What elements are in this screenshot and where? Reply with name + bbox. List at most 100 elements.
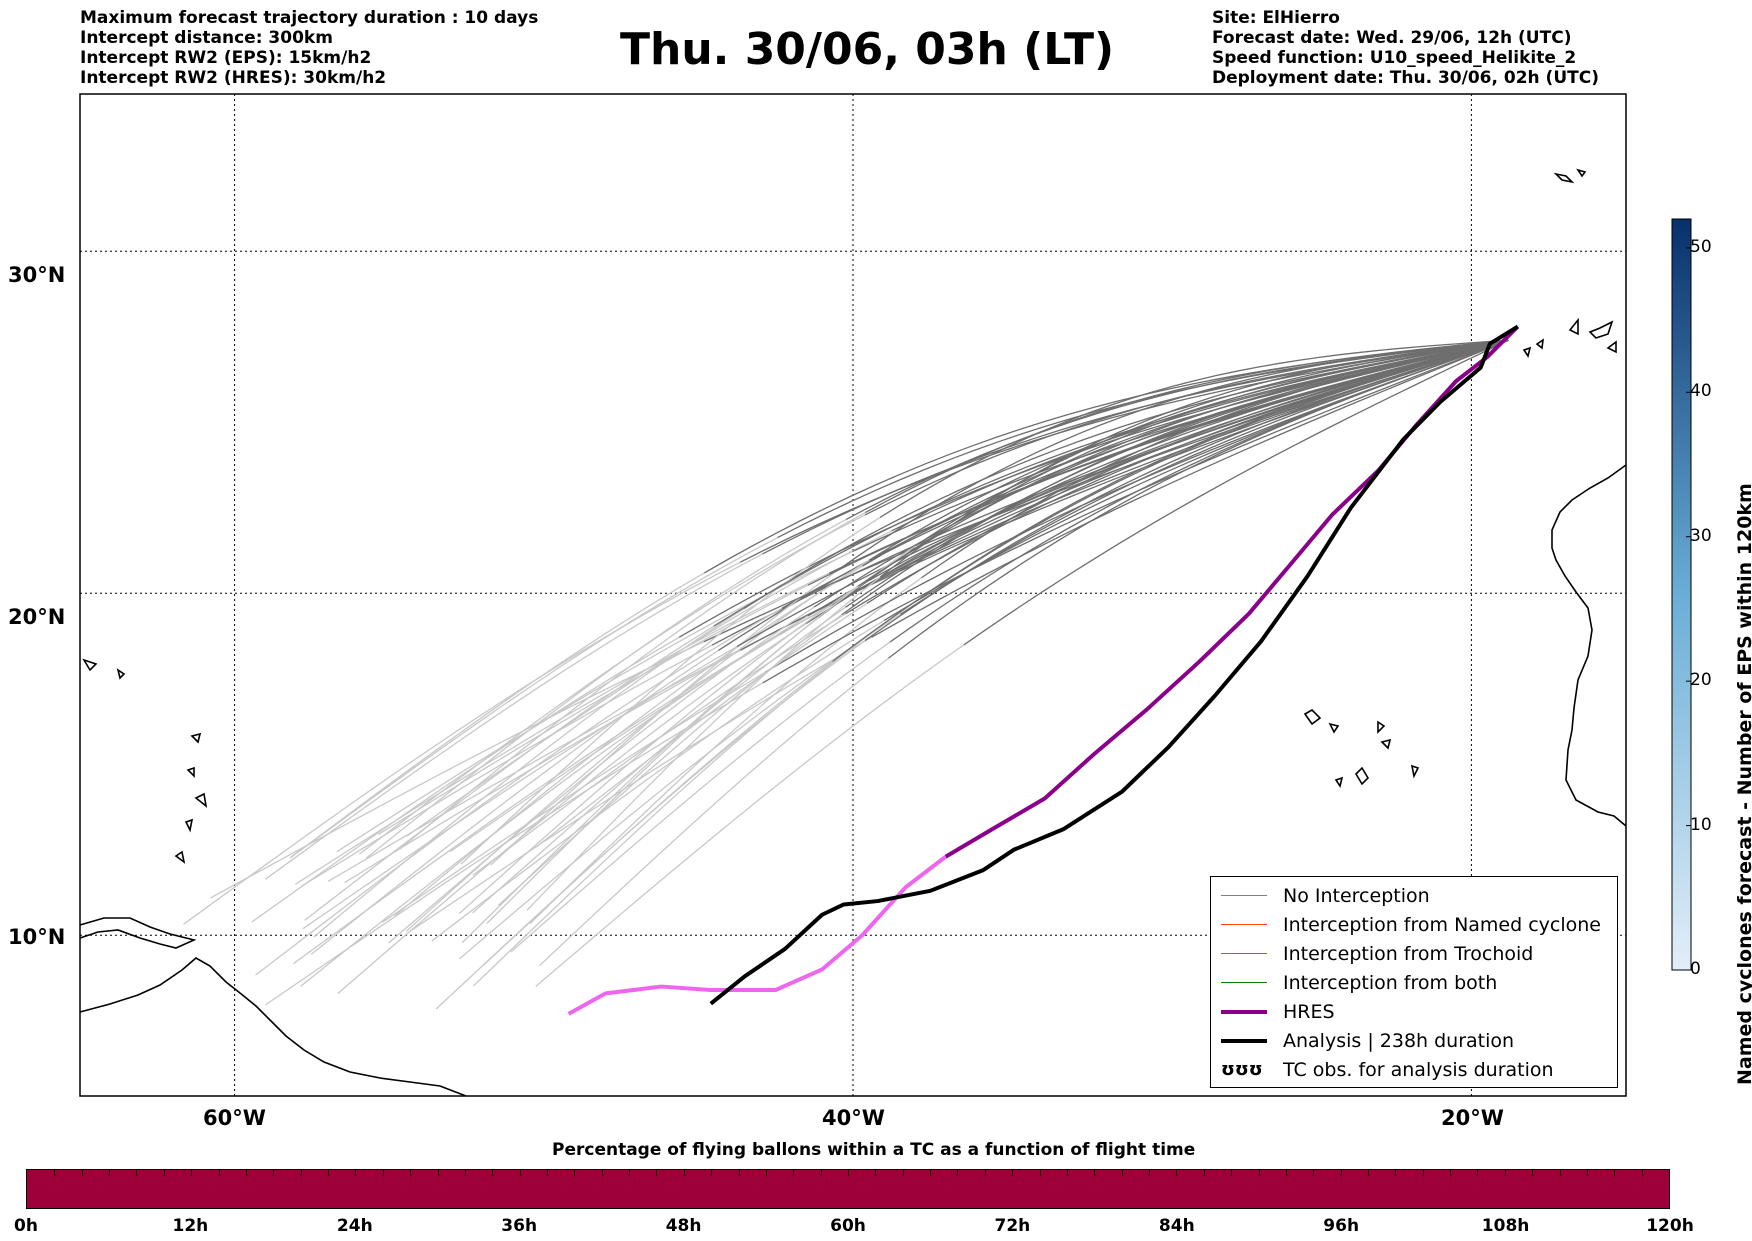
lon-label-20w: 20°W — [1441, 1106, 1504, 1130]
header-right-info: Site: ElHierro Forecast date: Wed. 29/06,… — [1212, 8, 1599, 88]
coastlines — [79, 168, 1627, 1097]
ensemble-track-older — [388, 606, 815, 944]
coastline — [1551, 464, 1627, 827]
percentage-minor-tick — [1176, 1170, 1178, 1176]
ensemble-track-older — [251, 636, 680, 923]
coastline — [1410, 764, 1420, 779]
percentage-minor-tick — [1504, 1170, 1506, 1176]
ensemble-track-recent — [857, 339, 1509, 587]
percentage-minor-tick — [355, 1170, 357, 1176]
coastline — [1606, 340, 1617, 354]
percentage-minor-tick — [574, 1170, 576, 1176]
percentage-minor-tick — [1340, 1170, 1342, 1176]
analysis-track — [709, 324, 1519, 1006]
ensemble-track-recent — [871, 339, 1509, 638]
ensemble-track-older — [449, 604, 832, 853]
colorbar-label: Named cyclones forecast - Number of EPS … — [1734, 483, 1752, 1085]
colorbar-tick-label: 30 — [1690, 525, 1712, 546]
percentage-tick-label: 72h — [994, 1216, 1031, 1236]
percentage-minor-tick — [410, 1170, 412, 1176]
percentage-minor-tick — [848, 1170, 849, 1176]
header-line: Deployment date: Thu. 30/06, 02h (UTC) — [1212, 68, 1599, 88]
legend-item: Interception from Trochoid — [1211, 939, 1533, 968]
percentage-minor-tick — [464, 1170, 466, 1176]
percentage-minor-tick — [629, 1170, 631, 1176]
ensemble-track-older — [529, 577, 922, 925]
percentage-minor-tick — [1285, 1170, 1287, 1176]
ensemble-track-recent — [845, 339, 1509, 615]
legend-swatch — [1221, 923, 1267, 926]
ensemble-track-recent — [832, 339, 1509, 663]
tc-obs-symbol: ʊʊʊ — [1221, 1059, 1263, 1080]
percentage-minor-tick — [1395, 1170, 1397, 1176]
percentage-minor-tick — [54, 1170, 56, 1176]
percentage-minor-tick — [902, 1170, 904, 1176]
coastline — [1354, 766, 1370, 786]
ensemble-track-older — [409, 636, 872, 932]
percentage-minor-tick — [820, 1170, 822, 1176]
ensemble-track-older — [393, 565, 863, 917]
percentage-tick-label: 48h — [665, 1216, 702, 1236]
ensemble-track-older — [289, 572, 705, 859]
percentage-minor-tick — [1121, 1170, 1123, 1176]
legend-label: No Interception — [1283, 884, 1430, 907]
colorbar-tick-label: 20 — [1690, 670, 1712, 691]
coastline — [82, 658, 98, 672]
map-title: Thu. 30/06, 03h (LT) — [620, 24, 1115, 75]
coastline — [79, 917, 197, 949]
ensemble-track-older — [210, 641, 704, 899]
legend-label: Analysis | 238h duration — [1283, 1029, 1515, 1052]
ensemble-track-older — [535, 644, 965, 987]
percentage-minor-tick — [1559, 1170, 1561, 1176]
header-line: Intercept RW2 (HRES): 30km/h2 — [80, 68, 387, 88]
ensemble-track-older — [510, 641, 891, 953]
ensemble-track-older — [526, 576, 881, 911]
percentage-minor-tick — [136, 1170, 138, 1176]
percentage-tick-label: 96h — [1323, 1216, 1360, 1236]
percentage-minor-tick — [1012, 1170, 1014, 1176]
percentage-tick-label: 84h — [1158, 1216, 1195, 1236]
coastline — [184, 818, 194, 833]
coastline — [1380, 738, 1392, 750]
percentage-minor-tick — [191, 1170, 193, 1176]
ensemble-track-older — [310, 649, 719, 955]
legend-item: Interception from both — [1211, 968, 1497, 997]
ensemble-tracks — [183, 339, 1509, 1010]
hres-track — [944, 325, 1520, 859]
header-line: Maximum forecast trajectory duration : 1… — [80, 8, 539, 28]
legend-item: HRES — [1211, 997, 1335, 1026]
percentage-minor-tick — [273, 1170, 275, 1176]
percentage-tick-label: 60h — [830, 1216, 866, 1236]
ensemble-track-older — [265, 682, 763, 1006]
colorbar-gradient — [1671, 218, 1692, 971]
percentage-tick-label: 36h — [501, 1216, 538, 1236]
coastline — [1328, 722, 1340, 734]
percentage-tick-label: 108h — [1481, 1216, 1530, 1236]
ensemble-track-older — [378, 584, 809, 835]
coastline — [1377, 720, 1386, 734]
percentage-minor-tick — [601, 1170, 603, 1176]
ensemble-track-older — [327, 630, 778, 882]
percentage-minor-tick — [437, 1170, 439, 1176]
percentage-minor-tick — [1422, 1170, 1424, 1176]
ensemble-track-older — [290, 536, 778, 859]
coastline — [1588, 320, 1614, 339]
header-left-info: Maximum forecast trajectory duration : 1… — [80, 8, 538, 88]
ensemble-track-older — [366, 518, 847, 859]
ensemble-track-older — [302, 645, 738, 930]
coastline — [1568, 317, 1579, 336]
ensemble-track-older — [497, 614, 843, 906]
ensemble-track-older — [431, 619, 885, 942]
ensemble-track-older — [264, 553, 763, 880]
ensemble-track-recent — [813, 339, 1509, 608]
legend-swatch — [1221, 1009, 1267, 1014]
ensemble-track-recent — [879, 339, 1509, 518]
colorbar-tick-label: 50 — [1690, 236, 1712, 257]
ensemble-track-recent — [762, 339, 1509, 684]
percentage-minor-tick — [1094, 1170, 1096, 1176]
legend-label: HRES — [1283, 1000, 1335, 1023]
header-line: Intercept distance: 300km — [80, 28, 333, 48]
ensemble-track-recent — [915, 339, 1509, 547]
percentage-minor-tick — [984, 1170, 986, 1176]
